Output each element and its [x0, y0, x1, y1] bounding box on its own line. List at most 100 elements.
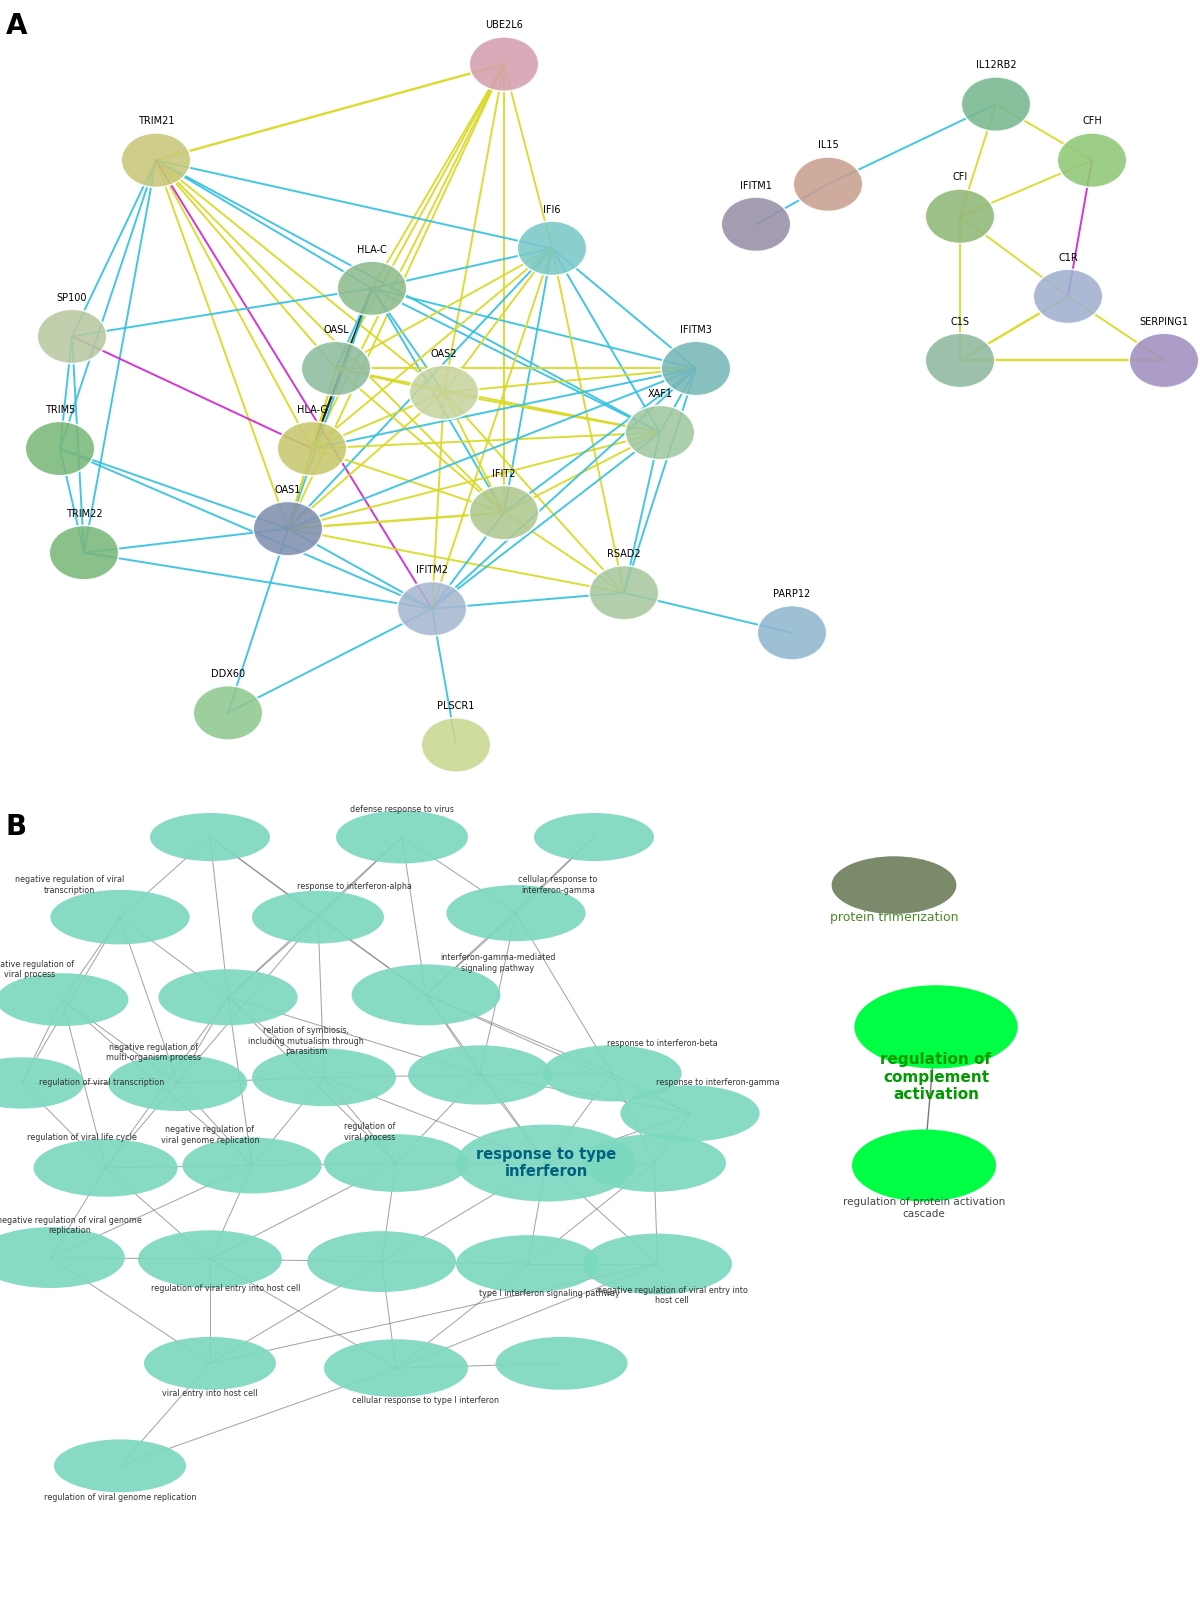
- Text: negative regulation of
viral process: negative regulation of viral process: [0, 960, 74, 979]
- Text: negative regulation of viral
transcription: negative regulation of viral transcripti…: [14, 875, 125, 896]
- Text: UBE2L6: UBE2L6: [485, 21, 523, 30]
- Ellipse shape: [721, 197, 791, 252]
- Text: cellular response to type I interferon: cellular response to type I interferon: [353, 1395, 499, 1405]
- Ellipse shape: [496, 1336, 628, 1389]
- Text: CFI: CFI: [953, 173, 967, 183]
- Text: IFITM3: IFITM3: [680, 325, 712, 335]
- Text: response to type
inferferon: response to type inferferon: [476, 1147, 616, 1179]
- Ellipse shape: [0, 1057, 84, 1109]
- Text: regulation of viral transcription: regulation of viral transcription: [40, 1078, 164, 1088]
- Text: OAS1: OAS1: [275, 485, 301, 495]
- Ellipse shape: [253, 501, 323, 556]
- Ellipse shape: [456, 1235, 600, 1293]
- Text: IFITM1: IFITM1: [740, 181, 772, 191]
- Ellipse shape: [50, 889, 190, 945]
- Text: OAS2: OAS2: [431, 349, 457, 359]
- Text: regulation of viral genome replication: regulation of viral genome replication: [44, 1493, 196, 1503]
- Ellipse shape: [324, 1134, 468, 1192]
- Text: negative regulation of
viral genome replication: negative regulation of viral genome repl…: [161, 1125, 259, 1145]
- Text: IFI6: IFI6: [544, 205, 560, 215]
- Ellipse shape: [852, 1129, 996, 1202]
- Ellipse shape: [925, 333, 995, 388]
- Ellipse shape: [121, 133, 191, 187]
- Ellipse shape: [925, 189, 995, 244]
- Ellipse shape: [25, 421, 95, 476]
- Ellipse shape: [49, 525, 119, 580]
- Ellipse shape: [1129, 333, 1199, 388]
- Text: TRIM21: TRIM21: [138, 117, 174, 127]
- Text: TRIM22: TRIM22: [66, 509, 102, 519]
- Text: IL12RB2: IL12RB2: [976, 61, 1016, 70]
- Text: negative regulation of viral entry into
host cell: negative regulation of viral entry into …: [596, 1285, 748, 1306]
- Text: PARP12: PARP12: [773, 590, 811, 599]
- Text: regulation of
viral process: regulation of viral process: [344, 1121, 395, 1142]
- Ellipse shape: [252, 1049, 396, 1105]
- Text: protein trimerization: protein trimerization: [829, 910, 959, 924]
- Ellipse shape: [37, 309, 107, 364]
- Ellipse shape: [854, 985, 1018, 1069]
- Ellipse shape: [469, 37, 539, 91]
- Text: IL15: IL15: [817, 141, 839, 151]
- Text: regulation of viral entry into host cell: regulation of viral entry into host cell: [151, 1283, 300, 1293]
- Ellipse shape: [446, 884, 586, 940]
- Ellipse shape: [793, 157, 863, 211]
- Text: HLA-C: HLA-C: [358, 245, 386, 255]
- Ellipse shape: [34, 1139, 178, 1197]
- Text: B: B: [6, 814, 28, 841]
- Text: SERPING1: SERPING1: [1140, 317, 1188, 327]
- Text: IFIT2: IFIT2: [492, 469, 516, 479]
- Text: C1R: C1R: [1058, 253, 1078, 263]
- Ellipse shape: [158, 969, 298, 1025]
- Text: viral entry into host cell: viral entry into host cell: [162, 1389, 258, 1399]
- Ellipse shape: [456, 1125, 636, 1202]
- Ellipse shape: [589, 566, 659, 620]
- Ellipse shape: [582, 1134, 726, 1192]
- Ellipse shape: [352, 964, 500, 1025]
- Text: IFITM2: IFITM2: [416, 566, 448, 575]
- Ellipse shape: [0, 974, 128, 1027]
- Text: C1S: C1S: [950, 317, 970, 327]
- Ellipse shape: [324, 1339, 468, 1397]
- Text: TRIM5: TRIM5: [44, 405, 76, 415]
- Text: defense response to virus: defense response to virus: [350, 804, 454, 814]
- Text: relation of symbiosis,
including mutualism through
parasitism: relation of symbiosis, including mutuali…: [248, 1027, 364, 1056]
- Text: negative regulation of
multi-organism process: negative regulation of multi-organism pr…: [106, 1043, 202, 1062]
- Ellipse shape: [469, 485, 539, 540]
- Ellipse shape: [397, 582, 467, 636]
- Ellipse shape: [150, 814, 270, 862]
- Text: DDX60: DDX60: [211, 670, 245, 679]
- Ellipse shape: [252, 891, 384, 944]
- Ellipse shape: [182, 1137, 322, 1193]
- Ellipse shape: [54, 1439, 186, 1493]
- Ellipse shape: [661, 341, 731, 396]
- Ellipse shape: [620, 1086, 760, 1141]
- Ellipse shape: [757, 606, 827, 660]
- Text: response to interferon-gamma: response to interferon-gamma: [655, 1078, 780, 1088]
- Ellipse shape: [408, 1046, 552, 1105]
- Ellipse shape: [1033, 269, 1103, 324]
- Ellipse shape: [144, 1336, 276, 1389]
- Text: OASL: OASL: [323, 325, 349, 335]
- Text: interferon-gamma-mediated
signaling pathway: interferon-gamma-mediated signaling path…: [440, 953, 556, 972]
- Ellipse shape: [138, 1230, 282, 1288]
- Text: HLA-G: HLA-G: [296, 405, 328, 415]
- Text: negative regulation of viral genome
replication: negative regulation of viral genome repl…: [0, 1216, 142, 1235]
- Text: SP100: SP100: [56, 293, 88, 303]
- Text: PLSCR1: PLSCR1: [437, 702, 475, 711]
- Ellipse shape: [277, 421, 347, 476]
- Ellipse shape: [542, 1046, 682, 1102]
- Text: cellular response to
interferon-gamma: cellular response to interferon-gamma: [518, 875, 598, 896]
- Text: response to interferon-beta: response to interferon-beta: [607, 1040, 718, 1048]
- Text: RSAD2: RSAD2: [607, 549, 641, 559]
- Ellipse shape: [307, 1230, 456, 1291]
- Ellipse shape: [421, 718, 491, 772]
- Ellipse shape: [534, 814, 654, 862]
- Ellipse shape: [517, 221, 587, 276]
- Ellipse shape: [961, 77, 1031, 131]
- Ellipse shape: [336, 811, 468, 863]
- Text: regulation of viral life cycle: regulation of viral life cycle: [26, 1133, 137, 1142]
- Text: type I interferon signaling pathway: type I interferon signaling pathway: [479, 1290, 620, 1298]
- Text: CFH: CFH: [1082, 117, 1102, 127]
- Ellipse shape: [1057, 133, 1127, 187]
- Text: regulation of
complement
activation: regulation of complement activation: [881, 1053, 991, 1102]
